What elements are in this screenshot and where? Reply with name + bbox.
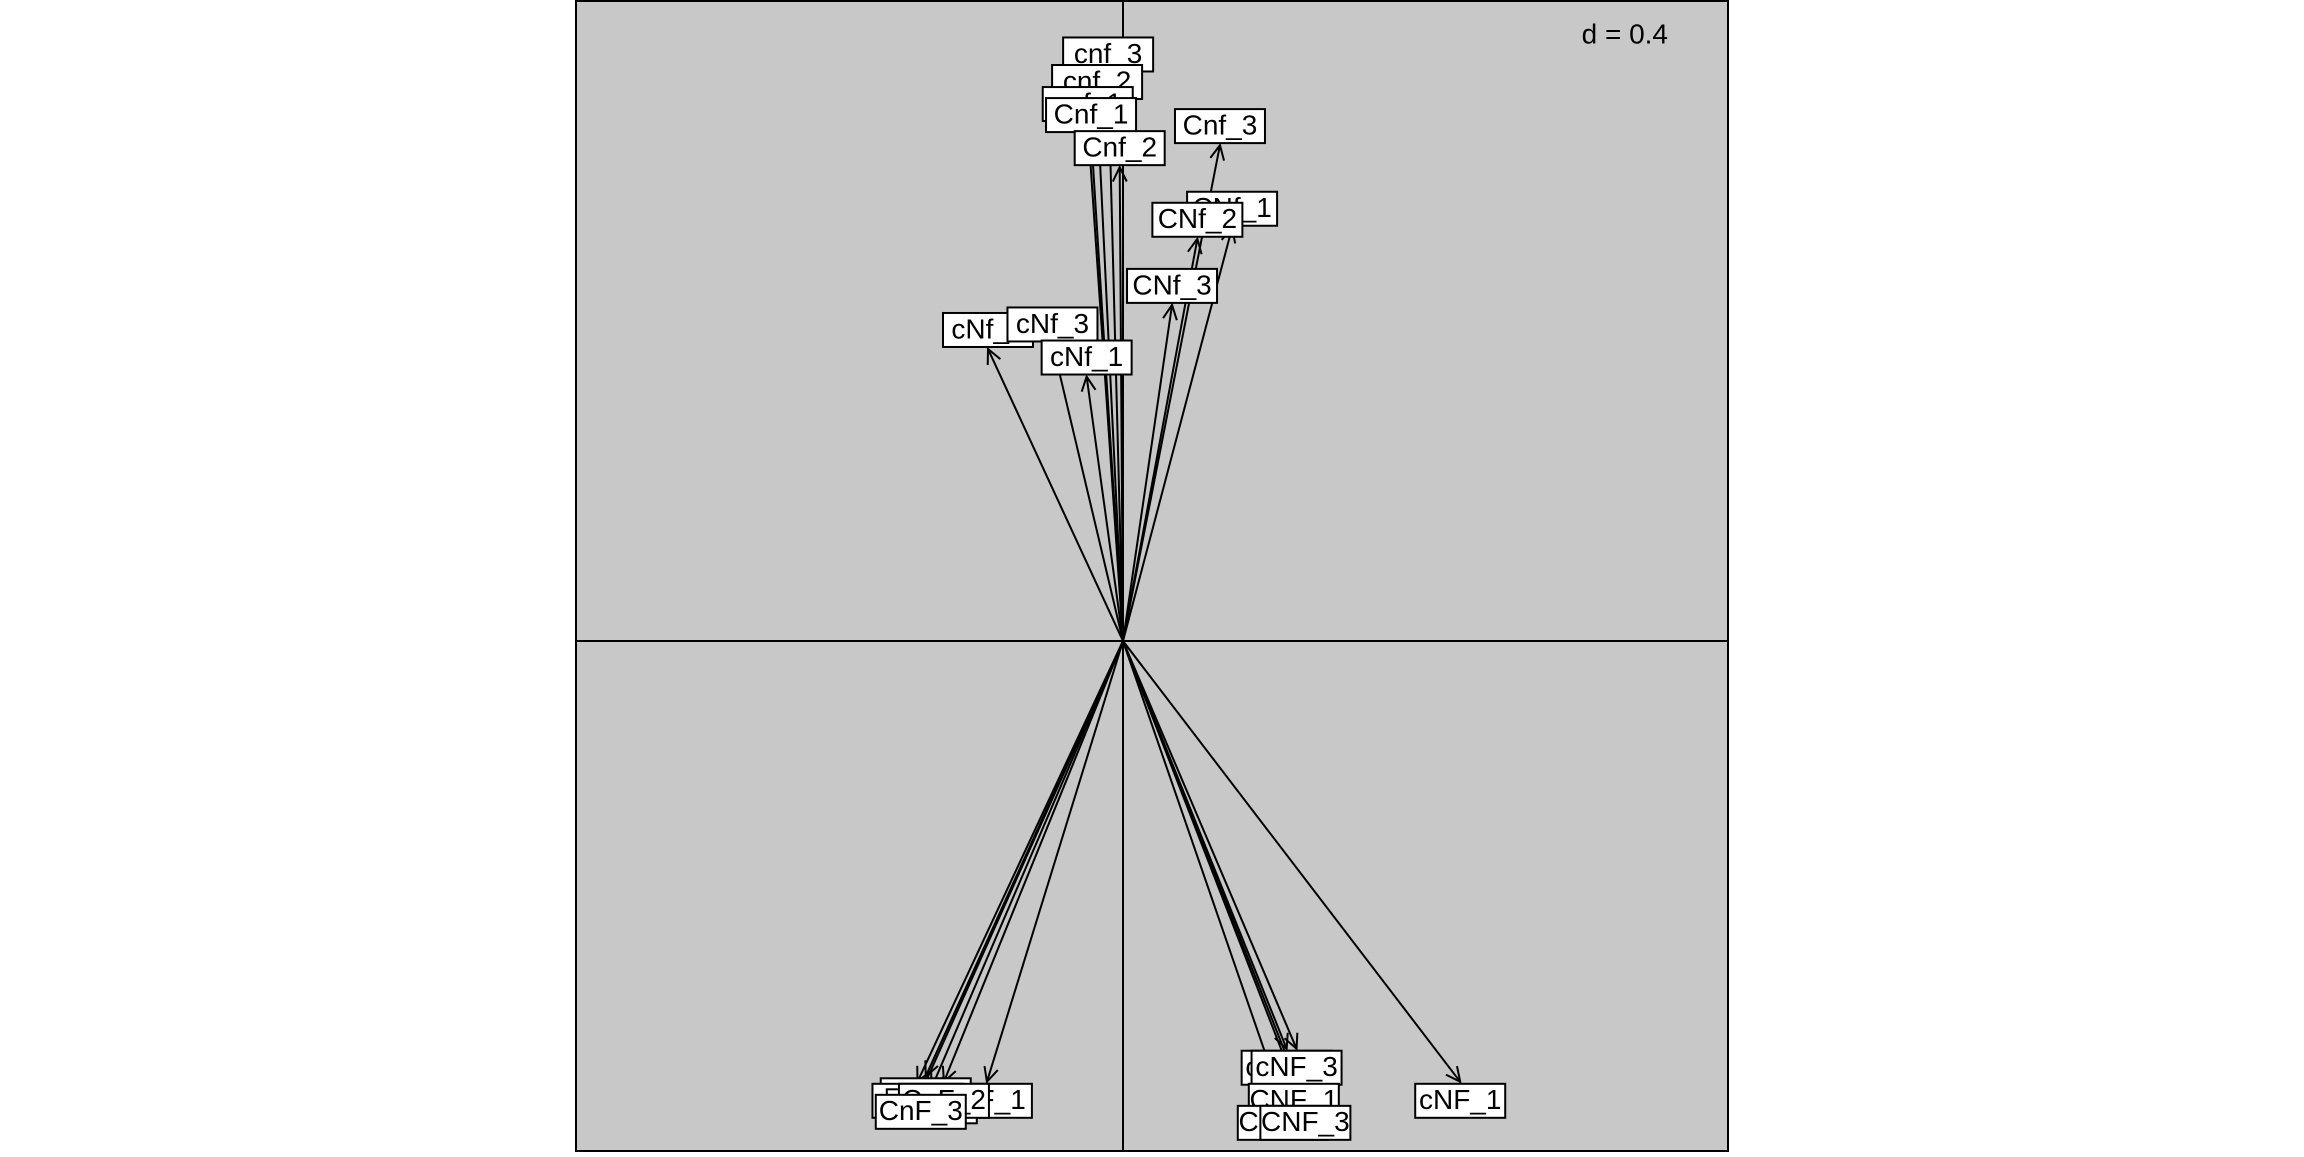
point-label-cnf-1: cNF_1 (1414, 1082, 1507, 1119)
label-text-cnf-3: cnf_3 (1074, 38, 1143, 69)
arrow-cnf-3 (916, 640, 1124, 1083)
arrow-cnf-2 (1118, 167, 1124, 642)
label-text-cnf-2: Cnf_2 (1082, 132, 1157, 163)
point-label-cnf-3: cNF_3 (1250, 1049, 1343, 1086)
arrowhead-cnf-1 (1080, 374, 1097, 393)
arrow-cnf-1 (1090, 134, 1124, 642)
label-box-cnf-3 (874, 1093, 967, 1130)
arrow-cnf-1 (1085, 376, 1124, 642)
arrowhead-cnf-3 (1283, 1032, 1299, 1051)
label-text-cnf-1: Cnf_1 (1054, 98, 1129, 129)
point-label-cnf-3: CnF_3 (874, 1093, 967, 1130)
point-label-cnf-1: cNf_1 (1040, 339, 1133, 376)
point-label-cnf-3: Cnf_3 (1173, 108, 1266, 145)
label-text-cnf-3: Cnf_3 (1183, 109, 1258, 140)
label-box-cnf-2 (1073, 130, 1166, 167)
point-label-cnf-3: CNf_3 (1126, 267, 1219, 304)
label-text-cnf-3: CNf_3 (1132, 269, 1211, 300)
scale-label: d = 0.4 (1582, 18, 1668, 49)
point-label-cnf-1: Cnf_1 (1045, 97, 1138, 134)
arrow-cnf-1 (1122, 640, 1462, 1083)
arrow-cnf-3 (1122, 304, 1174, 642)
arrow-cnf-2 (987, 348, 1124, 642)
label-text-cnf-2: CNf_2 (1158, 203, 1237, 234)
arrow-cnf-3 (1122, 640, 1298, 1050)
plot-frame (575, 0, 1729, 1152)
arrowhead-cnf-2 (1187, 236, 1203, 255)
arrowhead-cnf-2 (986, 346, 1002, 365)
arrow-cnf-3 (1051, 343, 1124, 642)
label-text-cnf-3: cNF_3 (1255, 1051, 1337, 1082)
arrowhead-cnf-1 (983, 1065, 999, 1084)
label-box-cnf-1 (1040, 339, 1133, 376)
label-box-cnf-2 (1151, 201, 1244, 238)
arrowhead-cnf-3 (1209, 142, 1226, 161)
label-box-cnf-3 (1259, 1104, 1352, 1141)
point-label-cnf-3: CNF_3 (1259, 1104, 1352, 1141)
label-text-cnf-3: CnF_3 (879, 1095, 963, 1126)
label-text-cnf-3: cNf_3 (1016, 308, 1089, 339)
label-box-cnf-3 (1250, 1049, 1343, 1086)
arrow-cnf-1 (985, 640, 1124, 1083)
plot-background (576, 1, 1728, 1151)
label-text-cnf-1: cNf_1 (1050, 341, 1123, 372)
arrow-cnf-2 (1122, 238, 1199, 642)
arrow-cnf-3 (919, 640, 1124, 1094)
arrow-cnf-1 (930, 640, 1124, 1088)
arrow-cnf-2 (942, 640, 1124, 1083)
label-text-cnf-1: cNF_1 (1419, 1084, 1501, 1115)
label-box-cnf-1 (1414, 1082, 1507, 1119)
arrow-cnf-2 (1122, 640, 1284, 1105)
label-box-cnf-3 (1173, 108, 1266, 145)
arrowhead-cnf-2 (1111, 164, 1128, 183)
point-label-cnf-3: cNf_3 (1006, 306, 1099, 343)
label-box-cnf-1 (1045, 97, 1138, 134)
label-box-cnf-3 (1126, 267, 1219, 304)
point-label-cnf-2: CNf_2 (1151, 201, 1244, 238)
arrowhead-cnf-1 (1445, 1065, 1462, 1084)
label-text-cnf-3: CNF_3 (1261, 1106, 1350, 1137)
arrowhead-cnf-3 (1162, 302, 1178, 321)
point-label-cnf-2: Cnf_2 (1073, 130, 1166, 167)
arrow-cnf-3 (1122, 640, 1307, 1105)
